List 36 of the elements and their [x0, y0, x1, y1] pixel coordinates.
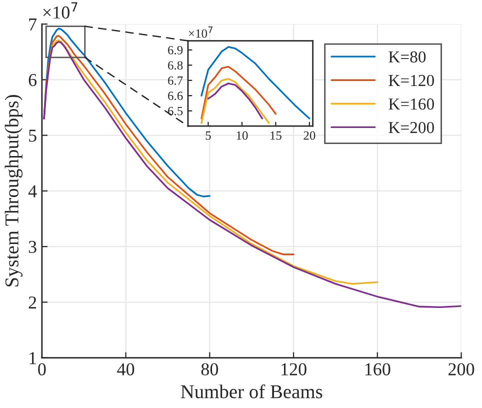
legend-label: K=120 [388, 74, 434, 86]
legend-label: K=160 [388, 98, 434, 110]
x-tick-label: 80 [201, 363, 218, 376]
x-tick-label: 40 [117, 363, 134, 376]
x-tick-label: 200 [448, 363, 474, 376]
y-tick-label: 7 [29, 18, 37, 30]
legend-label: K=80 [388, 51, 426, 63]
x-axis-title: Number of Beams [180, 384, 322, 398]
y-axis-title: System Throughput(bps) [4, 95, 22, 286]
y-tick-label: 3 [28, 240, 36, 254]
annotation: ×10$^{7}$ [188, 26, 212, 38]
x-tick-label: 10 [236, 131, 248, 140]
x-tick-label: 15 [270, 131, 282, 140]
line-series [43, 28, 211, 198]
x-tick-label: 160 [365, 363, 390, 376]
x-tick-label: 0 [38, 363, 46, 376]
legend-label: K=200 [388, 122, 434, 134]
y-tick-label: 6.8 [168, 61, 183, 70]
line-series [200, 66, 277, 120]
x-tick-label: 120 [282, 363, 306, 376]
y-tick-label: 6 [28, 74, 37, 86]
line-series [200, 46, 310, 120]
text: ×10$^{7}$ [43, 2, 78, 19]
y-tick-label: 6.9 [168, 46, 183, 54]
y-tick-label: 1 [30, 352, 36, 364]
line-series [47, 39, 378, 285]
y-tick-label: 4 [28, 185, 37, 198]
y-tick-label: 2 [28, 296, 36, 308]
y-tick-label: 6.5 [168, 106, 183, 116]
line-series [207, 82, 264, 120]
line-series [200, 78, 270, 124]
line-series [43, 41, 462, 308]
x-tick-label: 20 [304, 131, 316, 140]
x-tick-label: 5 [206, 131, 211, 140]
y-tick-label: 6.7 [168, 76, 183, 85]
y-tick-label: 6.6 [168, 92, 183, 100]
